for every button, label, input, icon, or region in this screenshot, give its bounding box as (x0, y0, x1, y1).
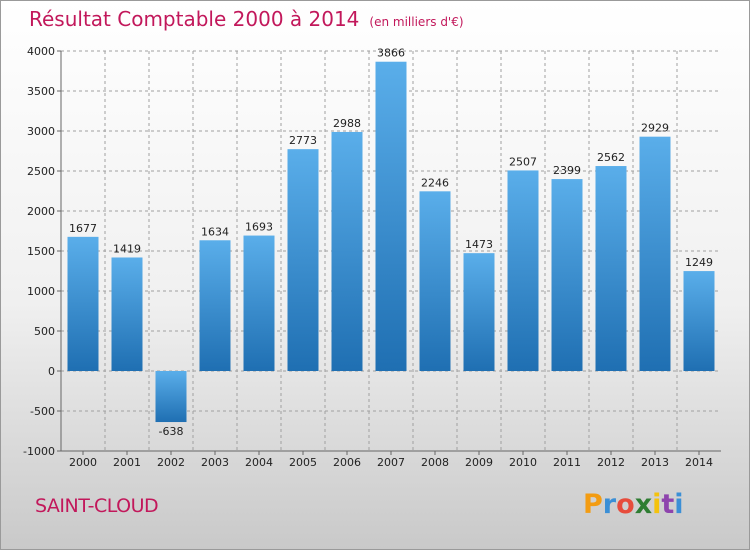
y-tick-label: 3500 (27, 85, 55, 98)
y-tick-label: -1000 (23, 445, 55, 458)
city-name: SAINT-CLOUD (35, 495, 159, 517)
data-label: 3866 (377, 47, 405, 60)
y-tick-label: 2500 (27, 165, 55, 178)
bars (67, 61, 715, 423)
bar[interactable] (67, 236, 99, 371)
chart-subtitle: (en milliers d'€) (369, 15, 464, 29)
y-tick-label: 1500 (27, 245, 55, 258)
x-tick-label: 2007 (377, 456, 405, 469)
data-label: 2399 (553, 164, 581, 177)
data-label: 1249 (685, 256, 713, 269)
x-tick-label: 2006 (333, 456, 361, 469)
y-tick-label: 3000 (27, 125, 55, 138)
x-tick-label: 2008 (421, 456, 449, 469)
bar[interactable] (507, 170, 539, 371)
logo-letter: i (652, 489, 662, 520)
logo-letter: t (661, 489, 675, 520)
data-label: 2507 (509, 155, 537, 168)
x-tick-label: 2005 (289, 456, 317, 469)
data-label: 1473 (465, 238, 493, 251)
x-tick-label: 2014 (685, 456, 713, 469)
bar[interactable] (155, 371, 187, 423)
data-label: 1419 (113, 242, 141, 255)
chart-title: Résultat Comptable 2000 à 2014 (29, 7, 360, 31)
logo-letter: r (602, 489, 617, 520)
axes (57, 50, 721, 455)
data-label: 2562 (597, 151, 625, 164)
x-tick-label: 2004 (245, 456, 273, 469)
bar[interactable] (287, 149, 319, 371)
data-label: 1677 (69, 222, 97, 235)
bar[interactable] (551, 179, 583, 371)
x-tick-label: 2003 (201, 456, 229, 469)
data-label: 2988 (333, 117, 361, 130)
labels: -1000 -500 0 500 1000 1500 2000 2500 3000 3500 400… (23, 45, 713, 469)
y-tick-label: 1000 (27, 285, 55, 298)
y-tick-label: -500 (30, 405, 55, 418)
proxiti-logo[interactable]: Proxiti (583, 489, 684, 520)
bar[interactable] (639, 136, 671, 371)
x-tick-label: 2000 (69, 456, 97, 469)
y-tick-label: 4000 (27, 45, 55, 58)
bar[interactable] (595, 166, 627, 371)
data-label: 1634 (201, 225, 229, 238)
bar[interactable] (331, 131, 363, 371)
logo-letter: o (616, 489, 635, 520)
data-label: -638 (159, 425, 184, 438)
data-label: 2246 (421, 176, 449, 189)
logo-letter: P (583, 489, 603, 520)
y-tick-label: 0 (48, 365, 55, 378)
x-tick-label: 2012 (597, 456, 625, 469)
x-tick-label: 2001 (113, 456, 141, 469)
data-label: 1693 (245, 221, 273, 234)
data-label: 2773 (289, 134, 317, 147)
bar[interactable] (111, 257, 143, 371)
x-tick-label: 2010 (509, 456, 537, 469)
logo-letter: i (674, 489, 684, 520)
bar[interactable] (375, 61, 407, 371)
bar[interactable] (419, 191, 451, 371)
bar[interactable] (463, 253, 495, 371)
y-tick-label: 500 (34, 325, 55, 338)
x-tick-label: 2011 (553, 456, 581, 469)
bar[interactable] (243, 235, 275, 371)
bar[interactable] (199, 240, 231, 371)
title-line: Résultat Comptable 2000 à 2014 (en millie… (29, 7, 464, 31)
logo-letter: x (634, 489, 653, 520)
bar[interactable] (683, 271, 715, 371)
data-label: 2929 (641, 122, 669, 135)
y-tick-label: 2000 (27, 205, 55, 218)
x-tick-label: 2009 (465, 456, 493, 469)
x-tick-label: 2013 (641, 456, 669, 469)
x-tick-label: 2002 (157, 456, 185, 469)
